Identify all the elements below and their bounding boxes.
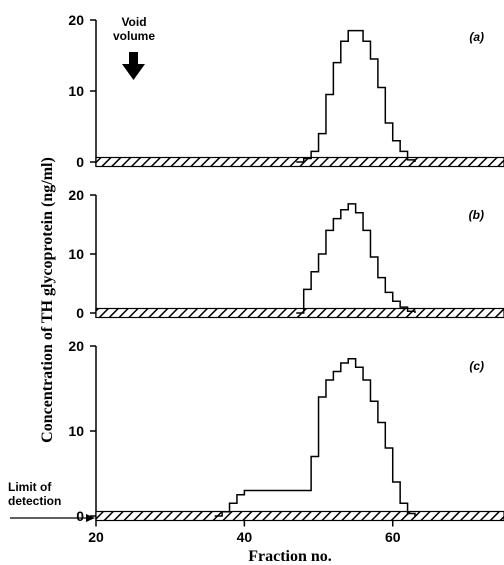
y-axis-label: Concentration of TH glycoprotein (ng/ml) (39, 157, 56, 443)
y-tick-label-panel-1-0: 0 (76, 154, 84, 170)
x-axis-label: Fraction no. (248, 548, 332, 565)
limit-of-detection-label-line2: detection (8, 494, 61, 508)
histogram-series-panel-3 (214, 358, 416, 517)
y-tick-label-panel-3-20: 20 (68, 338, 84, 354)
void-volume-arrow-icon (122, 52, 145, 80)
y-tick-label-panel-1-10: 10 (68, 83, 84, 99)
y-tick-label-panel-2-10: 10 (68, 246, 84, 262)
detection-limit-band-panel-3 (95, 510, 504, 522)
x-tick-label-60: 60 (385, 529, 401, 545)
limit-of-detection-label-line1: Limit of (8, 480, 52, 494)
y-tick-label-panel-2-0: 0 (76, 305, 84, 321)
x-tick-label-20: 20 (88, 529, 104, 545)
y-tick-label-panel-2-20: 20 (68, 187, 84, 203)
histogram-series-panel-1 (296, 29, 416, 163)
y-tick-label-panel-1-20: 20 (68, 12, 84, 28)
void-volume-label-line1: Void (121, 15, 146, 29)
panel-label-1: (a) (469, 30, 484, 44)
x-tick-label-40: 40 (237, 529, 253, 545)
limit-of-detection-arrow-icon (86, 514, 95, 522)
y-tick-label-panel-3-0: 0 (76, 508, 84, 524)
histogram-series-panel-2 (296, 203, 416, 314)
y-tick-label-panel-3-10: 10 (68, 423, 84, 439)
panel-label-2: (b) (469, 208, 484, 222)
void-volume-label-line2: volume (113, 29, 155, 43)
panel-label-3: (c) (469, 359, 484, 373)
